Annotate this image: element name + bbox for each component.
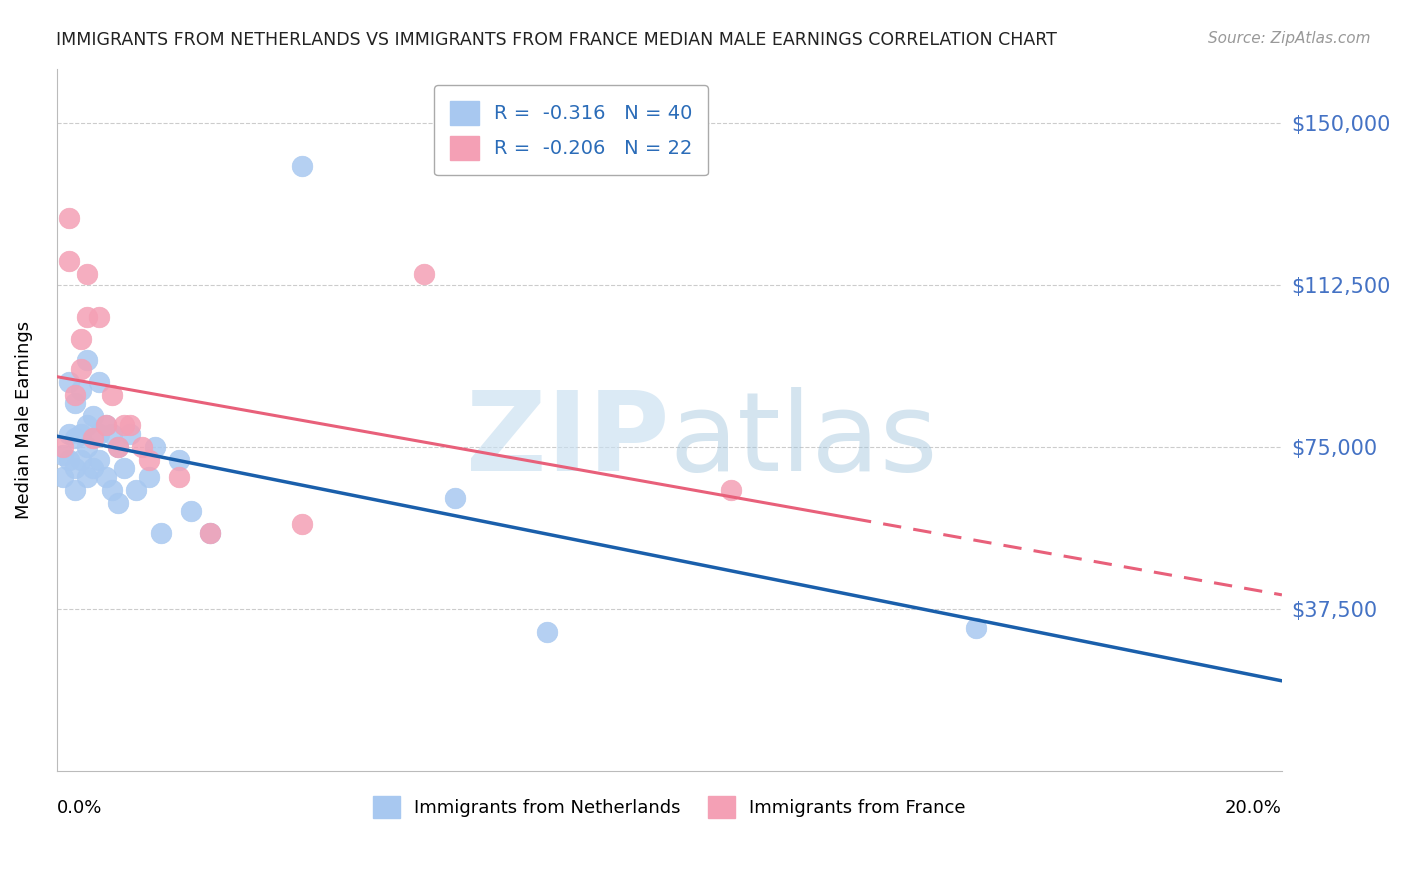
Point xyxy=(76,267,98,281)
Point xyxy=(52,470,75,484)
Point xyxy=(180,504,202,518)
Point xyxy=(58,253,80,268)
Text: atlas: atlas xyxy=(669,387,938,494)
Point xyxy=(89,375,111,389)
Point xyxy=(70,426,93,441)
Point xyxy=(76,440,98,454)
Point xyxy=(143,440,166,454)
Point xyxy=(965,621,987,635)
Point xyxy=(120,426,142,441)
Y-axis label: Median Male Earnings: Median Male Earnings xyxy=(15,320,32,518)
Point xyxy=(94,417,117,432)
Point xyxy=(82,431,104,445)
Point xyxy=(82,409,104,424)
Point xyxy=(63,396,86,410)
Point xyxy=(76,417,98,432)
Point xyxy=(112,461,135,475)
Point xyxy=(120,417,142,432)
Point xyxy=(89,452,111,467)
Point xyxy=(720,483,742,497)
Point xyxy=(70,384,93,398)
Point xyxy=(70,361,93,376)
Point xyxy=(291,517,314,532)
Point xyxy=(131,440,153,454)
Point xyxy=(107,440,129,454)
Point xyxy=(138,452,160,467)
Point xyxy=(94,470,117,484)
Point xyxy=(58,452,80,467)
Text: 20.0%: 20.0% xyxy=(1225,799,1282,817)
Point xyxy=(82,461,104,475)
Point xyxy=(89,310,111,324)
Point xyxy=(291,159,314,173)
Point xyxy=(70,332,93,346)
Point xyxy=(107,440,129,454)
Point xyxy=(58,211,80,225)
Point xyxy=(125,483,148,497)
Point xyxy=(198,526,221,541)
Text: ZIP: ZIP xyxy=(465,387,669,494)
Point xyxy=(94,417,117,432)
Point xyxy=(58,426,80,441)
Point xyxy=(76,470,98,484)
Point xyxy=(63,388,86,402)
Point xyxy=(198,526,221,541)
Point xyxy=(63,431,86,445)
Point xyxy=(52,448,75,462)
Point xyxy=(52,440,75,454)
Point xyxy=(443,491,465,506)
Point xyxy=(70,452,93,467)
Point xyxy=(138,470,160,484)
Point xyxy=(149,526,172,541)
Text: IMMIGRANTS FROM NETHERLANDS VS IMMIGRANTS FROM FRANCE MEDIAN MALE EARNINGS CORRE: IMMIGRANTS FROM NETHERLANDS VS IMMIGRANT… xyxy=(56,31,1057,49)
Point xyxy=(100,388,122,402)
Point xyxy=(167,470,190,484)
Point xyxy=(112,417,135,432)
Point xyxy=(107,496,129,510)
Point xyxy=(58,375,80,389)
Text: 0.0%: 0.0% xyxy=(56,799,103,817)
Point xyxy=(100,426,122,441)
Point xyxy=(76,353,98,368)
Point xyxy=(413,267,436,281)
Point xyxy=(76,310,98,324)
Point xyxy=(89,426,111,441)
Legend: Immigrants from Netherlands, Immigrants from France: Immigrants from Netherlands, Immigrants … xyxy=(366,789,973,825)
Point xyxy=(63,483,86,497)
Point xyxy=(536,625,558,640)
Point xyxy=(63,461,86,475)
Point xyxy=(167,452,190,467)
Point xyxy=(100,483,122,497)
Text: Source: ZipAtlas.com: Source: ZipAtlas.com xyxy=(1208,31,1371,46)
